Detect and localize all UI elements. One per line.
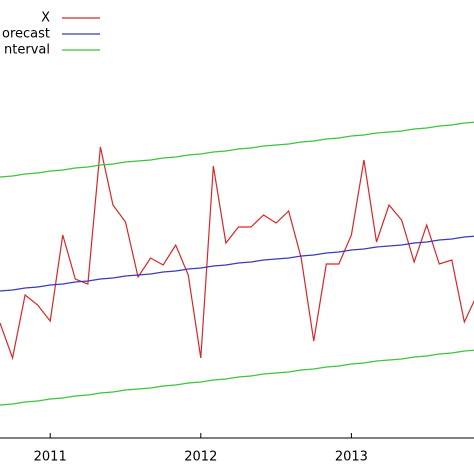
- series-line: [0, 146, 474, 361]
- legend-label: X: [41, 11, 50, 26]
- series-line: [0, 121, 474, 178]
- series-line: [0, 235, 474, 292]
- x-tick-label: 2011: [34, 450, 67, 465]
- x-tick-label: 2012: [184, 450, 217, 465]
- legend-label: orecast: [2, 27, 50, 42]
- series-line: [0, 349, 474, 406]
- x-tick-label: 2013: [335, 450, 368, 465]
- legend-label: nterval: [4, 43, 50, 58]
